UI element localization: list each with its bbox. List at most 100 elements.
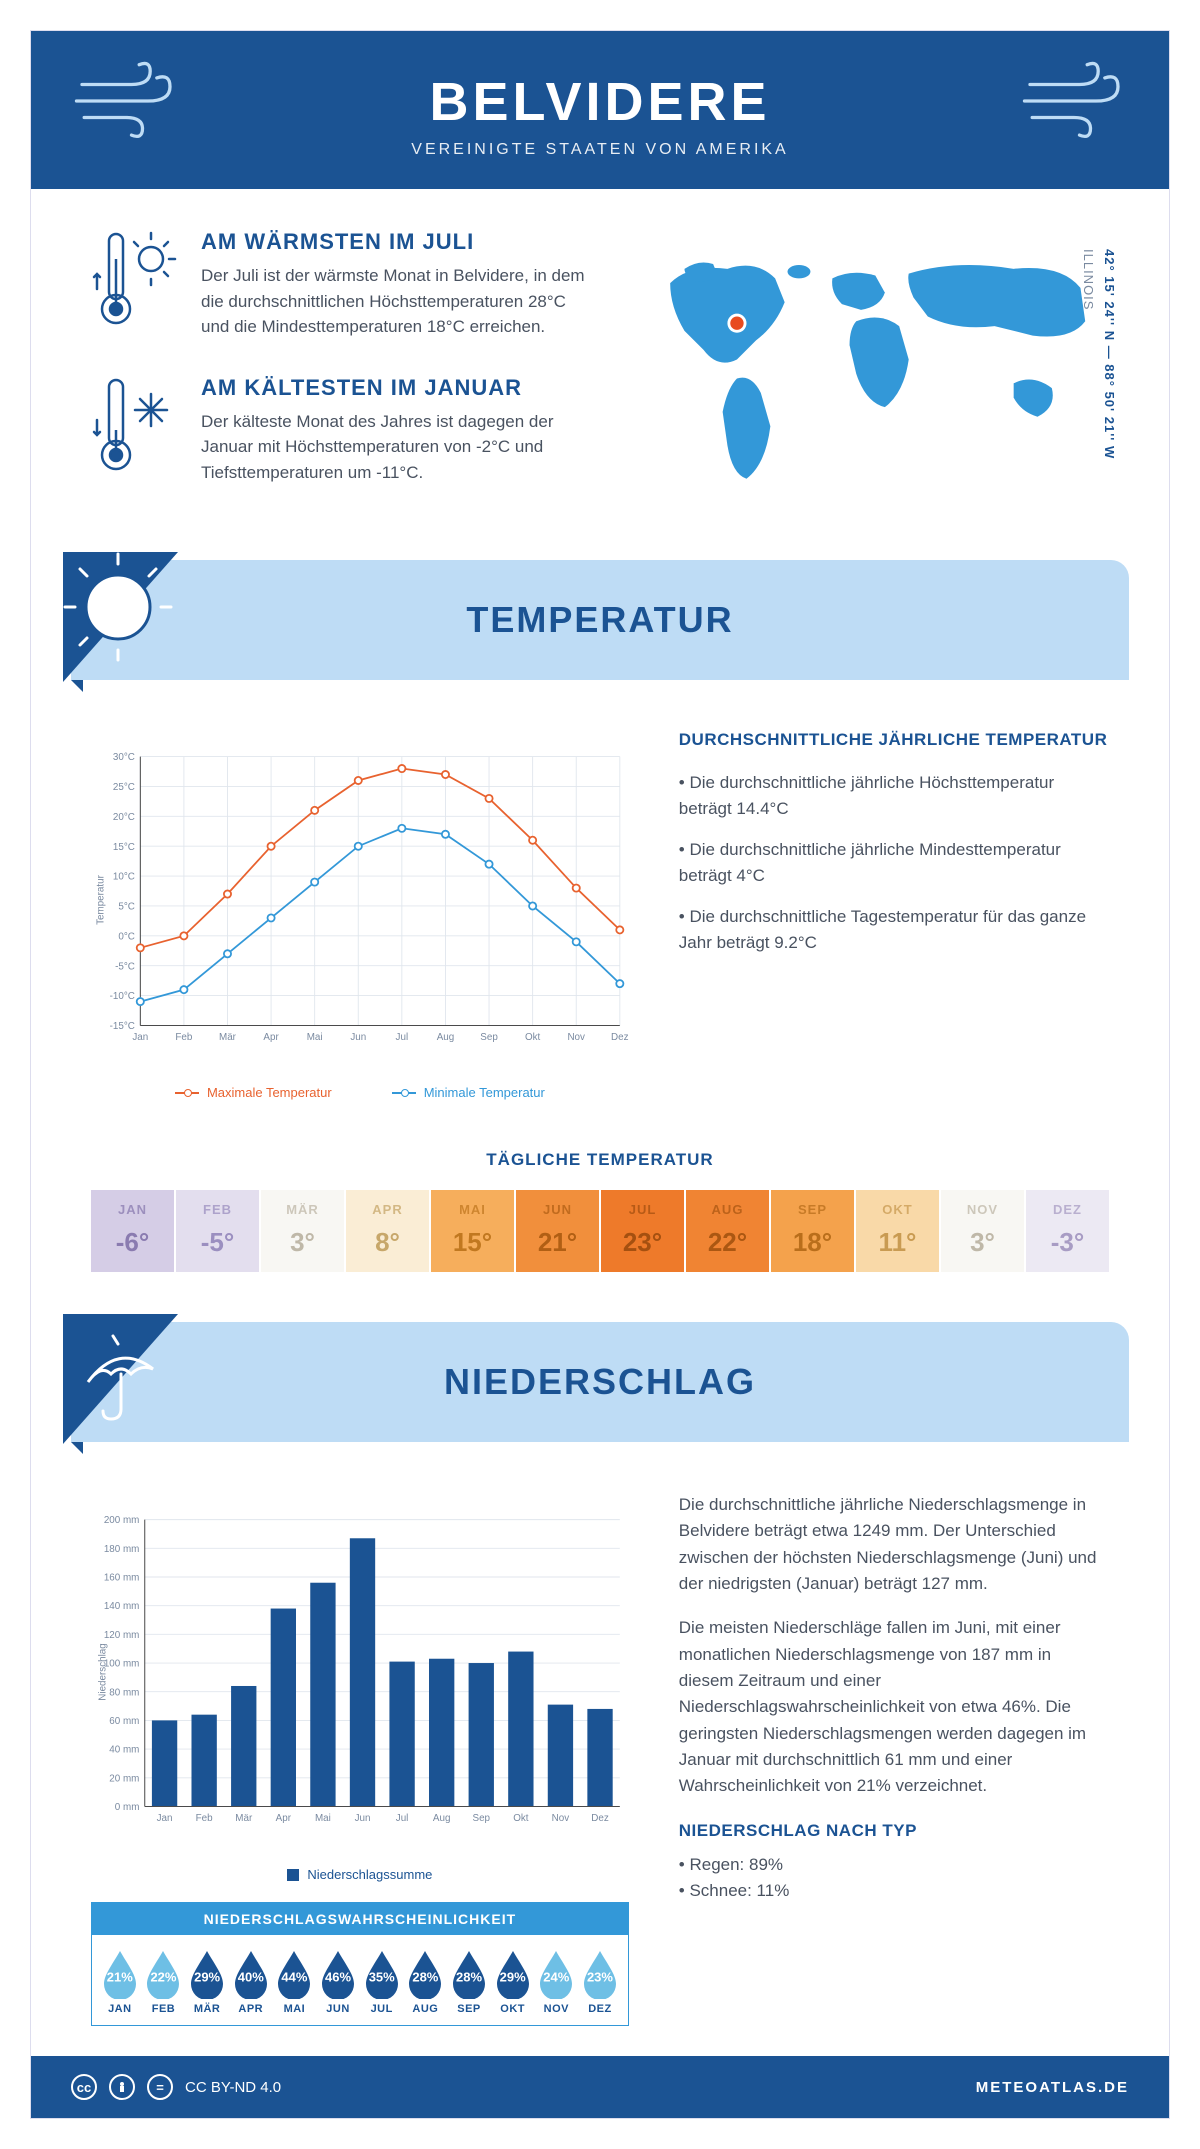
svg-text:Sep: Sep	[480, 1032, 498, 1043]
temperature-banner: TEMPERATUR	[71, 560, 1129, 680]
svg-text:200 mm: 200 mm	[104, 1515, 140, 1526]
precip-prob-drop: 24% NOV	[534, 1949, 578, 2015]
precip-prob-drop: 22% FEB	[142, 1949, 186, 2015]
site-name: METEOATLAS.DE	[976, 2079, 1129, 2096]
svg-text:Okt: Okt	[513, 1813, 529, 1824]
svg-text:Feb: Feb	[196, 1813, 213, 1824]
precip-prob-drop: 28% AUG	[404, 1949, 448, 2015]
svg-text:15°C: 15°C	[113, 842, 135, 853]
svg-text:Jul: Jul	[396, 1032, 409, 1043]
precipitation-bar-chart: 0 mm20 mm40 mm60 mm80 mm100 mm120 mm140 …	[91, 1492, 629, 1852]
precip-prob-drop: 21% JAN	[98, 1949, 142, 2015]
precip-prob-drop: 40% APR	[229, 1949, 273, 2015]
precip-prob-drop: 44% MAI	[273, 1949, 317, 2015]
daily-temp-title: TÄGLICHE TEMPERATUR	[31, 1150, 1169, 1170]
precipitation-banner: NIEDERSCHLAG	[71, 1322, 1129, 1442]
svg-text:Mai: Mai	[307, 1032, 323, 1043]
svg-text:30°C: 30°C	[113, 752, 135, 763]
svg-text:Jan: Jan	[132, 1032, 148, 1043]
svg-text:Apr: Apr	[276, 1813, 292, 1824]
precip-prob-drop: 46% JUN	[316, 1949, 360, 2015]
svg-text:-10°C: -10°C	[110, 991, 135, 1002]
svg-text:160 mm: 160 mm	[104, 1573, 140, 1584]
header-banner: BELVIDERE VEREINIGTE STAATEN VON AMERIKA	[31, 31, 1169, 189]
svg-text:60 mm: 60 mm	[109, 1716, 139, 1727]
svg-text:80 mm: 80 mm	[109, 1687, 139, 1698]
svg-text:5°C: 5°C	[118, 902, 135, 913]
svg-text:Dez: Dez	[611, 1032, 629, 1043]
coldest-title: AM KÄLTESTEN IM JANUAR	[201, 375, 592, 401]
precip-prob-drop: 29% OKT	[491, 1949, 535, 2015]
nd-icon: =	[147, 2074, 173, 2100]
svg-text:20 mm: 20 mm	[109, 1773, 139, 1784]
precip-prob-title: NIEDERSCHLAGSWAHRSCHEINLICHKEIT	[92, 1903, 628, 1935]
svg-text:Sep: Sep	[473, 1813, 491, 1824]
thermometer-snow-icon	[91, 375, 181, 475]
svg-text:-5°C: -5°C	[115, 961, 135, 972]
daily-temp-cell: JUN21°	[516, 1190, 599, 1272]
precip-type-title: NIEDERSCHLAG NACH TYP	[679, 1818, 1109, 1844]
svg-text:180 mm: 180 mm	[104, 1544, 140, 1555]
svg-text:Mai: Mai	[315, 1813, 331, 1824]
svg-text:120 mm: 120 mm	[104, 1630, 140, 1641]
warmest-text: Der Juli ist der wärmste Monat in Belvid…	[201, 263, 592, 340]
footer: cc = CC BY-ND 4.0 METEOATLAS.DE	[31, 2056, 1169, 2118]
daily-temp-cell: FEB-5°	[176, 1190, 259, 1272]
sun-icon	[63, 552, 203, 692]
svg-text:Dez: Dez	[591, 1813, 609, 1824]
temp-bullet: • Die durchschnittliche jährliche Höchst…	[679, 770, 1109, 821]
daily-temp-cell: NOV3°	[941, 1190, 1024, 1272]
svg-text:Mär: Mär	[235, 1813, 253, 1824]
temperature-line-chart: -15°C-10°C-5°C0°C5°C10°C15°C20°C25°C30°C…	[91, 730, 629, 1070]
precip-text-2: Die meisten Niederschläge fallen im Juni…	[679, 1615, 1109, 1799]
precip-prob-drop: 29% MÄR	[185, 1949, 229, 2015]
svg-text:Feb: Feb	[175, 1032, 192, 1043]
svg-text:Aug: Aug	[437, 1032, 455, 1043]
precip-type-bullet: • Regen: 89%	[679, 1852, 1109, 1878]
svg-text:Temperatur: Temperatur	[96, 874, 107, 925]
precipitation-title: NIEDERSCHLAG	[444, 1361, 756, 1403]
precip-prob-drop: 23% DEZ	[578, 1949, 622, 2015]
thermometer-sun-icon	[91, 229, 181, 329]
svg-text:Apr: Apr	[263, 1032, 279, 1043]
daily-temp-cell: JUL23°	[601, 1190, 684, 1272]
location-marker	[730, 317, 743, 330]
daily-temp-cell: JAN-6°	[91, 1190, 174, 1272]
svg-text:Jul: Jul	[396, 1813, 409, 1824]
wind-icon	[1019, 61, 1129, 141]
temp-chart-legend: Maximale Temperatur Minimale Temperatur	[91, 1085, 629, 1100]
temp-info-title: DURCHSCHNITTLICHE JÄHRLICHE TEMPERATUR	[679, 730, 1109, 750]
country-subtitle: VEREINIGTE STAATEN VON AMERIKA	[51, 141, 1149, 159]
svg-text:100 mm: 100 mm	[104, 1659, 140, 1670]
svg-text:Okt: Okt	[525, 1032, 541, 1043]
precip-text-1: Die durchschnittliche jährliche Niedersc…	[679, 1492, 1109, 1597]
precip-prob-drop: 35% JUL	[360, 1949, 404, 2015]
precip-chart-legend: Niederschlagssumme	[91, 1867, 629, 1882]
cc-icon: cc	[71, 2074, 97, 2100]
city-title: BELVIDERE	[51, 71, 1149, 133]
svg-text:Mär: Mär	[219, 1032, 237, 1043]
svg-text:140 mm: 140 mm	[104, 1601, 140, 1612]
svg-text:Jan: Jan	[157, 1813, 173, 1824]
wind-icon	[71, 61, 181, 141]
svg-text:Aug: Aug	[433, 1813, 451, 1824]
svg-text:Nov: Nov	[567, 1032, 585, 1043]
daily-temp-table: JAN-6°FEB-5°MÄR3°APR8°MAI15°JUN21°JUL23°…	[91, 1190, 1109, 1272]
temp-bullet: • Die durchschnittliche jährliche Mindes…	[679, 837, 1109, 888]
warmest-title: AM WÄRMSTEN IM JULI	[201, 229, 592, 255]
daily-temp-cell: OKT11°	[856, 1190, 939, 1272]
precip-type-bullet: • Schnee: 11%	[679, 1878, 1109, 1904]
svg-text:0°C: 0°C	[118, 931, 135, 942]
coldest-text: Der kälteste Monat des Jahres ist dagege…	[201, 409, 592, 486]
daily-temp-cell: APR8°	[346, 1190, 429, 1272]
svg-text:Niederschlag: Niederschlag	[97, 1643, 108, 1700]
svg-text:Jun: Jun	[355, 1813, 371, 1824]
svg-text:10°C: 10°C	[113, 872, 135, 883]
umbrella-icon	[63, 1314, 203, 1454]
daily-temp-cell: SEP18°	[771, 1190, 854, 1272]
svg-text:40 mm: 40 mm	[109, 1745, 139, 1756]
coldest-fact: AM KÄLTESTEN IM JANUAR Der kälteste Mona…	[91, 375, 592, 486]
warmest-fact: AM WÄRMSTEN IM JULI Der Juli ist der wär…	[91, 229, 592, 340]
world-map	[632, 229, 1109, 509]
temperature-title: TEMPERATUR	[466, 599, 733, 641]
